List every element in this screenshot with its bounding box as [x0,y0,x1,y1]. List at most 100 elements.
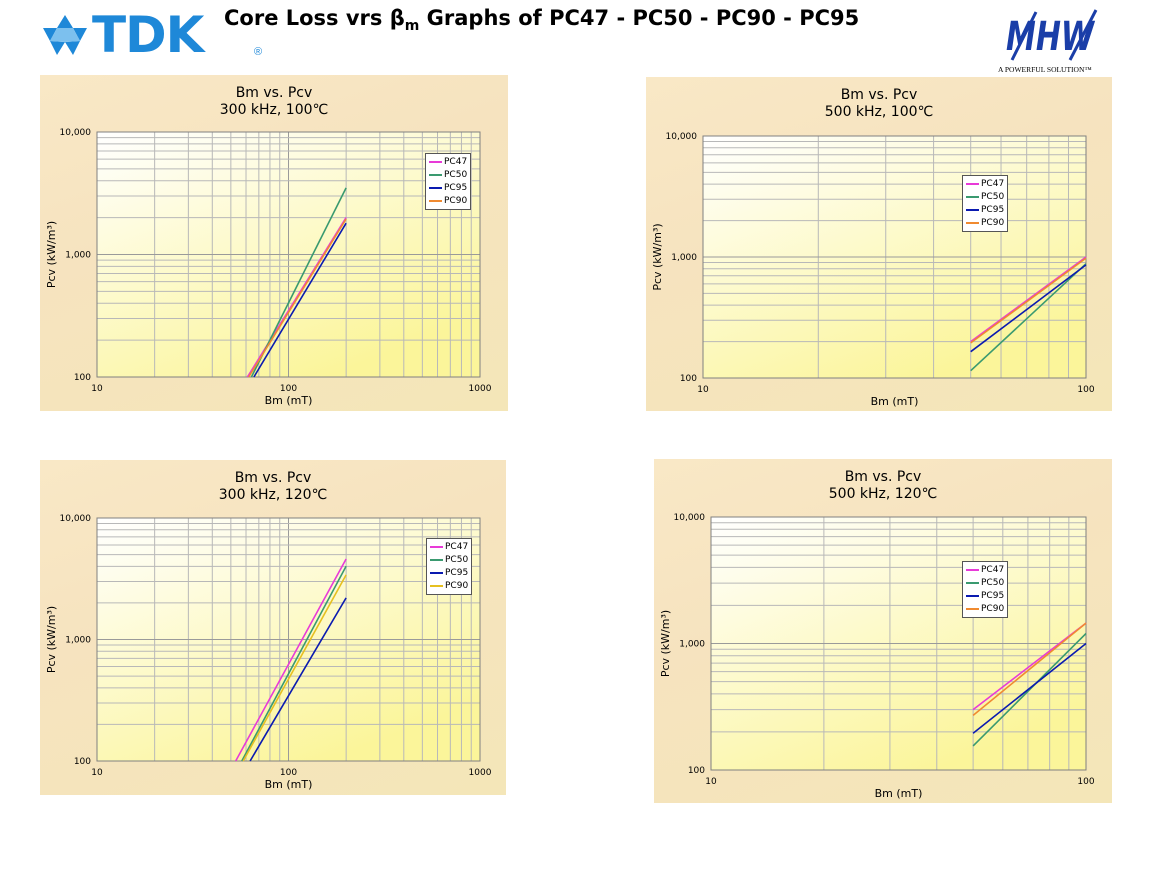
tdk-logo: TDK ® [42,6,262,64]
chart-300khz-120c: 10 100 1000 100 1,000 10,000 Bm (mT) Pcv (kW/m³… [40,460,506,795]
legend-swatch [966,182,979,185]
legend-label: PC47 [445,542,469,552]
mhw-logo: MHW A POWERFUL SOLUTION™ [998,8,1108,78]
x-tick-label: 10 [91,384,103,394]
legend-swatch [966,581,979,584]
series-line-pc95 [253,222,347,378]
legend-item: PC47 [429,156,467,169]
y-tick-label: 1,000 [679,640,705,650]
legend-item: PC50 [966,577,1004,590]
legend-label: PC50 [444,170,468,180]
legend-label: PC90 [981,218,1005,228]
x-tick-label: 100 [280,384,297,394]
series-line-pc95 [972,642,1087,734]
legend-swatch [430,545,443,548]
legend-swatch [430,584,443,587]
chart-legend: PC47 PC50 PC95 PC90 [426,538,473,595]
legend-item: PC47 [966,178,1004,191]
grid [96,517,481,762]
x-tick-label: 100 [1077,777,1094,787]
tdk-emblem-icon [43,15,87,55]
chart-subtitle: 300 kHz, 120℃ [218,487,328,503]
y-tick-label: 100 [74,757,91,767]
chart-title: Bm vs. Pcv [840,87,918,103]
legend-item: PC47 [430,541,468,554]
series-line-pc95 [970,264,1087,353]
y-axis-label: Pcv (kW/m³) [45,606,58,673]
series-line-pc90 [242,574,347,762]
legend-item: PC95 [966,590,1004,603]
y-tick-label: 1,000 [65,251,91,261]
y-axis-label: Pcv (kW/m³) [651,223,664,290]
chart-300khz-100c: 10 100 1000 100 1,000 10,000 Bm (mT) Pcv (kW/m³… [40,75,508,411]
legend-item: PC50 [430,554,468,567]
legend-label: PC47 [981,179,1005,189]
y-tick-label: 100 [688,766,705,776]
legend-label: PC90 [445,581,469,591]
plot-border [96,131,481,378]
series-line-pc50 [972,632,1087,747]
legend-label: PC50 [981,578,1005,588]
x-tick-label: 1000 [469,384,492,394]
legend-label: PC50 [445,555,469,565]
series-line-pc90 [972,622,1087,717]
chart-title: Bm vs. Pcv [234,470,312,486]
legend-item: PC90 [966,217,1004,230]
legend-item: PC95 [429,182,467,195]
grid [702,135,1087,379]
x-tick-label: 100 [280,768,297,778]
y-tick-label: 10,000 [60,514,92,524]
legend-swatch [966,607,979,610]
legend-label: PC95 [444,183,468,193]
y-tick-label: 100 [680,374,697,384]
legend-swatch [430,571,443,574]
y-axis-label: Pcv (kW/m³) [45,221,58,288]
chart-title: Bm vs. Pcv [235,85,313,101]
legend-item: PC50 [429,169,467,182]
chart-subtitle: 500 kHz, 100℃ [824,104,934,120]
legend-label: PC95 [445,568,469,578]
legend-swatch [966,568,979,571]
x-tick-label: 10 [91,768,103,778]
legend-item: PC90 [966,603,1004,616]
y-tick-label: 10,000 [666,132,698,142]
legend-swatch [966,208,979,211]
chart-500khz-100c: 10 100 100 1,000 10,000 Bm (mT) Pcv (kW/m³) Bm… [646,77,1112,411]
legend-label: PC50 [981,192,1005,202]
legend-swatch [429,186,442,189]
x-tick-label: 100 [1077,385,1094,395]
legend-item: PC50 [966,191,1004,204]
y-tick-label: 10,000 [60,128,92,138]
legend-item: PC90 [429,195,467,208]
legend-label: PC95 [981,591,1005,601]
chart-500khz-120c: 10 100 100 1,000 10,000 Bm (mT) Pcv (kW/m³) Bm… [654,459,1112,803]
legend-swatch [430,558,443,561]
series-line-pc47 [970,256,1087,343]
y-tick-label: 100 [74,373,91,383]
registered-mark: ® [254,46,263,58]
x-tick-label: 10 [705,777,717,787]
series-line-pc50 [241,565,347,762]
x-axis-label: Bm (mT) [265,778,313,791]
series-line-pc90 [970,257,1087,344]
legend-label: PC95 [981,205,1005,215]
y-tick-label: 1,000 [65,636,91,646]
series-line-pc50 [970,263,1087,372]
page-title: Core Loss vrs βm Graphs of PC47 - PC50 -… [224,6,860,35]
tdk-wordmark: TDK [92,6,204,64]
legend-item: PC95 [430,567,468,580]
legend-item: PC95 [966,204,1004,217]
x-tick-label: 10 [697,385,709,395]
series-line-pc90 [248,218,347,378]
legend-label: PC90 [444,196,468,206]
plot-border [96,517,481,762]
series-line-pc50 [250,187,347,378]
legend-swatch [429,160,442,163]
chart-legend: PC47 PC50 PC95 PC90 [962,561,1009,618]
legend-swatch [966,195,979,198]
y-tick-label: 1,000 [671,253,697,263]
x-axis-label: Bm (mT) [265,394,313,407]
series-line-pc47 [234,558,347,762]
